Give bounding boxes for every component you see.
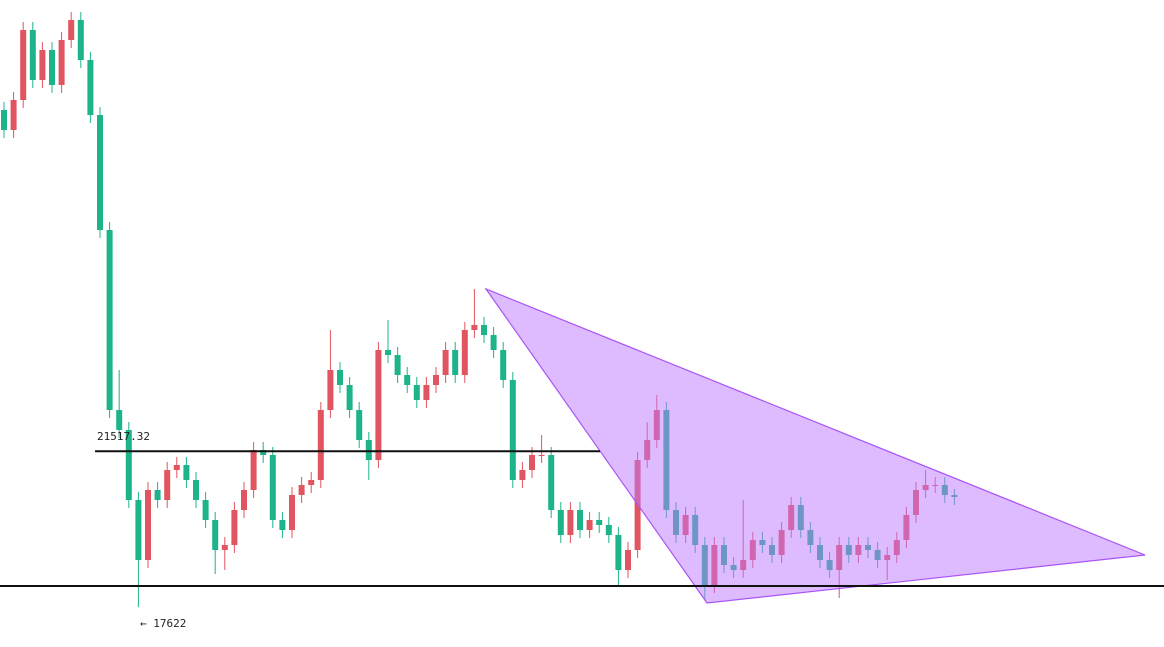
candle-body xyxy=(509,380,516,480)
candle-body xyxy=(423,385,430,400)
candle-body xyxy=(500,350,507,380)
candle-body xyxy=(567,510,574,535)
candle-body xyxy=(442,350,449,375)
candle-body xyxy=(87,60,94,115)
candle-body xyxy=(154,490,161,500)
candle-body xyxy=(452,350,459,375)
candle-body xyxy=(106,230,113,410)
low-label: ← 17622 xyxy=(140,617,186,630)
candle-body xyxy=(461,330,468,375)
candle-body xyxy=(202,500,209,520)
candle-body xyxy=(538,455,545,456)
candle-body xyxy=(183,465,190,480)
candle-body xyxy=(615,535,622,570)
candle-body xyxy=(337,370,343,385)
candle-body xyxy=(308,480,315,485)
candle-body xyxy=(10,100,17,130)
candle-body xyxy=(327,370,334,410)
candle-body xyxy=(365,440,372,460)
candle-body xyxy=(241,490,247,510)
candle-body xyxy=(413,385,420,400)
resistance-label: 21517.32 xyxy=(97,430,150,443)
candle-body xyxy=(557,510,564,535)
candle-body xyxy=(490,335,497,350)
candle-body xyxy=(116,410,123,430)
candle-body xyxy=(58,40,65,85)
candle-body xyxy=(260,450,267,455)
candle-body xyxy=(279,520,286,530)
candle-body xyxy=(212,520,219,550)
candle-body xyxy=(404,375,411,385)
candle-body xyxy=(394,355,401,375)
candle-body xyxy=(433,375,439,385)
candle-body xyxy=(193,480,199,500)
candle-body xyxy=(471,325,478,330)
candle-body xyxy=(125,430,132,500)
candle-body xyxy=(605,525,612,535)
candle-body xyxy=(1,110,7,130)
candle-body xyxy=(548,455,555,510)
candle-body xyxy=(221,545,228,550)
candle-body xyxy=(97,115,103,230)
candle-body xyxy=(375,350,382,460)
triangle-drawing xyxy=(484,287,1146,604)
candle-body xyxy=(164,470,171,500)
candle-body xyxy=(317,410,324,480)
candle-body xyxy=(135,500,142,560)
candle-body xyxy=(49,50,55,85)
candle-body xyxy=(289,495,295,530)
candle-body xyxy=(250,450,257,490)
candle-body xyxy=(269,455,276,520)
candle-body xyxy=(481,325,487,335)
candle-body xyxy=(577,510,583,530)
candle-body xyxy=(586,520,593,530)
candle-body xyxy=(68,20,75,40)
candle-body xyxy=(346,385,353,410)
candle-body xyxy=(596,520,603,525)
candle-body xyxy=(519,470,526,480)
candle-body xyxy=(356,410,363,440)
candle-body xyxy=(529,455,535,470)
candle-body xyxy=(29,30,36,80)
candle-body xyxy=(39,50,46,80)
candle-body xyxy=(145,490,151,560)
candle-body xyxy=(173,465,180,470)
candle-body xyxy=(385,350,391,355)
candle-body xyxy=(20,30,27,100)
candle-body xyxy=(77,20,84,60)
candle-body xyxy=(625,550,631,570)
candle-body xyxy=(231,510,238,545)
candle-body xyxy=(298,485,305,495)
